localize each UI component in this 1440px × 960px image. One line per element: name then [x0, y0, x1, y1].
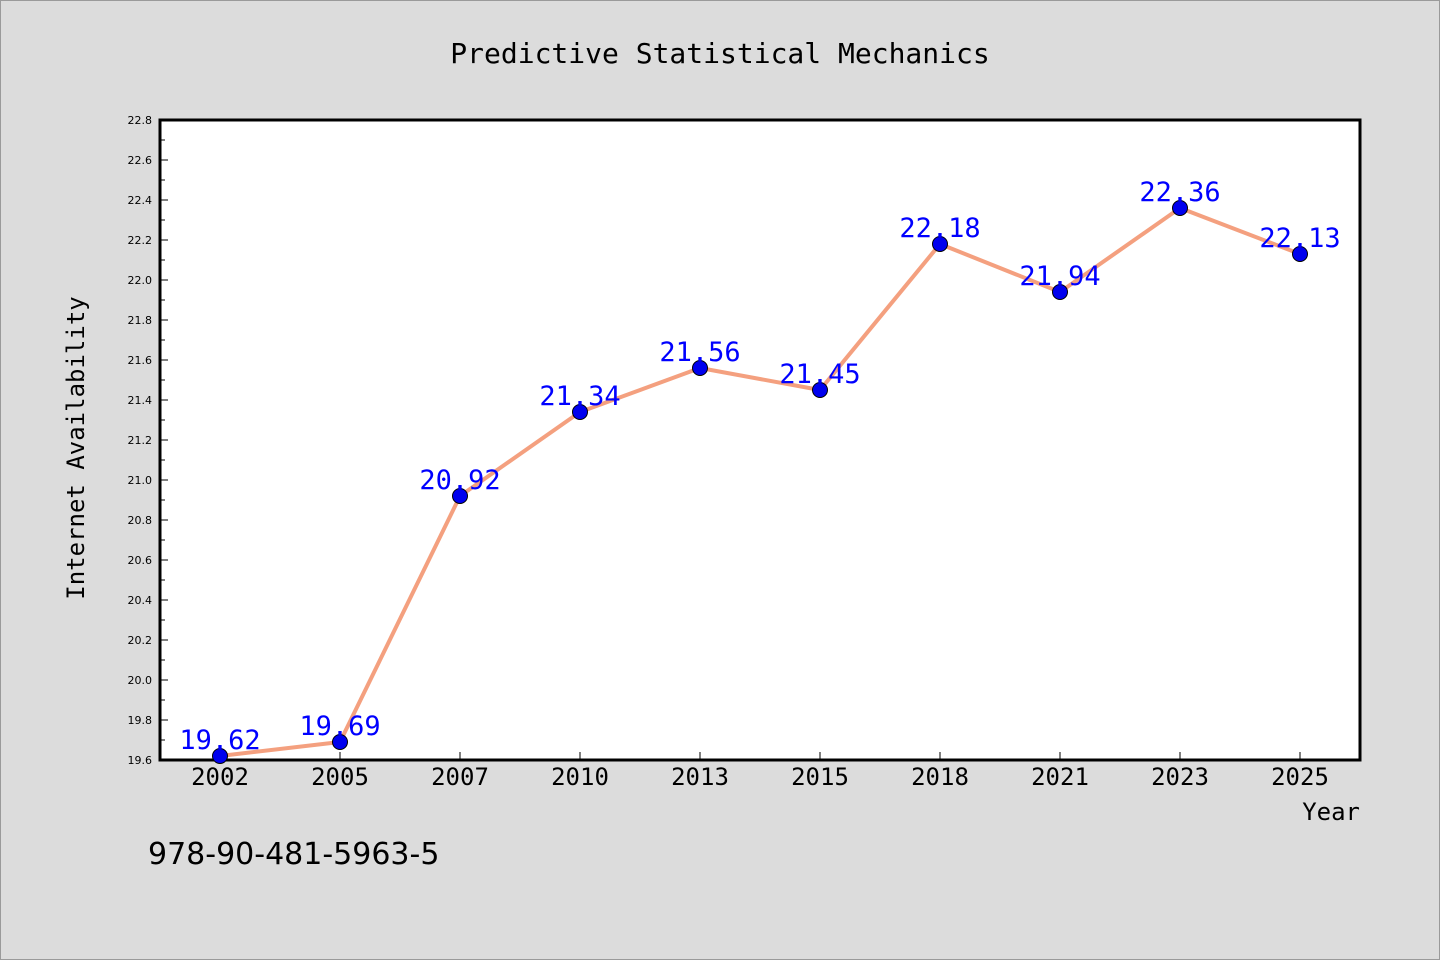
- x-tick-label: 2002: [191, 763, 249, 791]
- y-tick-label: 21.0: [128, 474, 153, 487]
- y-tick-label: 21.8: [128, 314, 153, 327]
- data-label: 21.34: [539, 381, 620, 412]
- chart-title: Predictive Statistical Mechanics: [450, 37, 989, 70]
- data-label: 19.62: [179, 725, 260, 756]
- y-tick-label: 19.6: [128, 754, 153, 767]
- series-line: [218, 206, 1302, 758]
- y-tick-label: 22.4: [128, 194, 153, 207]
- x-axis: 2002 2005 2007 2010 2013 2015 2018 2021 2023 2025: [191, 752, 1329, 791]
- y-tick-label: 21.4: [128, 394, 153, 407]
- data-label: 21.45: [779, 359, 860, 390]
- y-tick-label: 20.2: [128, 634, 153, 647]
- footer-text: 978-90-481-5963-5: [148, 837, 439, 872]
- x-tick-label: 2005: [311, 763, 369, 791]
- data-point: [1172, 200, 1188, 216]
- plot-area: [158, 118, 1362, 762]
- data-label: 21.56: [659, 337, 740, 368]
- data-point: [1052, 284, 1068, 300]
- series-markers: [212, 200, 1308, 764]
- y-tick-label: 20.8: [128, 514, 153, 527]
- x-axis-label: Year: [1302, 798, 1360, 826]
- data-point: [332, 734, 348, 750]
- x-tick-label: 2018: [911, 763, 969, 791]
- y-axis-label: Internet Availability: [62, 296, 90, 599]
- data-point: [692, 360, 708, 376]
- data-point: [212, 748, 228, 764]
- y-tick-label: 20.6: [128, 554, 153, 567]
- data-point: [452, 488, 468, 504]
- data-label: 22.36: [1139, 177, 1220, 208]
- data-label: 22.13: [1259, 223, 1340, 254]
- x-tick-label: 2007: [431, 763, 489, 791]
- data-point: [572, 404, 588, 420]
- data-label: 22.18: [899, 213, 980, 244]
- data-labels: 19.62 19.69 20.92 21.34 21.56 21.45 22.18 21.94…: [179, 177, 1340, 756]
- y-tick-label: 22.8: [128, 114, 153, 127]
- series-line-group: [218, 206, 1302, 758]
- y-tick-label: 21.2: [128, 434, 153, 447]
- data-label: 19.69: [299, 711, 380, 742]
- y-tick-label: 22.2: [128, 234, 153, 247]
- y-tick-label: 20.0: [128, 674, 153, 687]
- y-axis: 19.6 19.8 20.0 20.2 20.4 20.6 20.8 21.0 21.2 21.4…: [128, 114, 168, 767]
- x-tick-label: 2010: [551, 763, 609, 791]
- x-tick-label: 2015: [791, 763, 849, 791]
- x-tick-label: 2023: [1151, 763, 1209, 791]
- y-tick-label: 19.8: [128, 714, 153, 727]
- x-tick-label: 2025: [1271, 763, 1329, 791]
- x-tick-label: 2021: [1031, 763, 1089, 791]
- data-label: 21.94: [1019, 261, 1100, 292]
- y-tick-label: 21.6: [128, 354, 153, 367]
- x-tick-label: 2013: [671, 763, 729, 791]
- data-label: 20.92: [419, 465, 500, 496]
- data-point: [1292, 246, 1308, 262]
- data-point: [932, 236, 948, 252]
- y-tick-label: 22.6: [128, 154, 153, 167]
- data-point: [812, 382, 828, 398]
- y-tick-label: 20.4: [128, 594, 153, 607]
- y-tick-label: 22.0: [128, 274, 153, 287]
